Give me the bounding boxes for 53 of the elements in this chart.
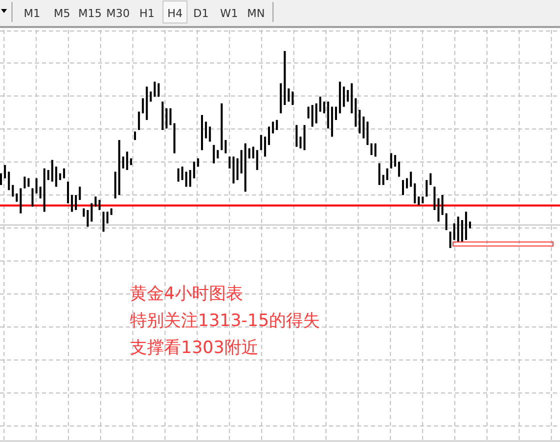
text: M15 <box>78 7 102 20</box>
candlestick <box>296 124 298 148</box>
candlestick <box>366 121 369 146</box>
text: M5 <box>54 7 70 20</box>
candlestick <box>138 111 140 130</box>
candlestick <box>256 150 258 170</box>
candlestick <box>208 126 211 142</box>
candlestick <box>35 178 38 194</box>
candlestick <box>212 144 215 164</box>
candlestick <box>323 101 326 114</box>
candlestick <box>126 151 128 170</box>
text: M30 <box>106 7 130 20</box>
candlestick <box>378 162 380 186</box>
candlestick <box>434 186 436 210</box>
candlestick <box>70 194 73 212</box>
candlestick <box>441 194 444 216</box>
candlestick <box>228 156 231 169</box>
candlestick <box>24 176 26 189</box>
candlestick <box>78 186 81 200</box>
candlestick <box>122 156 124 169</box>
candlestick <box>154 81 156 98</box>
candlestick <box>300 136 302 149</box>
text: D1 <box>193 7 209 20</box>
candlestick <box>390 152 392 169</box>
candlestick <box>240 150 242 174</box>
candlestick <box>426 180 428 198</box>
candlestick <box>39 186 42 199</box>
candlestick <box>292 91 294 106</box>
text: M1 <box>24 7 40 20</box>
candlestick <box>358 109 361 134</box>
candlestick <box>342 86 345 108</box>
text: 支撑看1303附近 <box>130 338 258 358</box>
candlestick <box>55 166 58 188</box>
text: H1 <box>139 7 155 20</box>
text: 黄金4小时图表 <box>130 284 243 304</box>
candlestick <box>414 182 416 204</box>
candlestick <box>4 164 6 179</box>
candlestick <box>398 161 400 178</box>
candlestick <box>142 98 144 114</box>
candlestick <box>204 121 207 139</box>
candlestick <box>224 140 227 154</box>
candlestick <box>74 194 77 210</box>
text: 特别关注1313-15的得失 <box>130 311 320 331</box>
candlestick <box>362 116 365 139</box>
candlestick <box>461 220 464 242</box>
candlestick <box>264 136 266 158</box>
candlestick <box>166 108 168 129</box>
candlestick <box>193 161 196 179</box>
text: H4 <box>167 7 183 20</box>
candlestick <box>252 146 254 159</box>
candlestick <box>272 121 274 134</box>
text: MN <box>247 7 265 20</box>
text: W1 <box>220 7 238 20</box>
